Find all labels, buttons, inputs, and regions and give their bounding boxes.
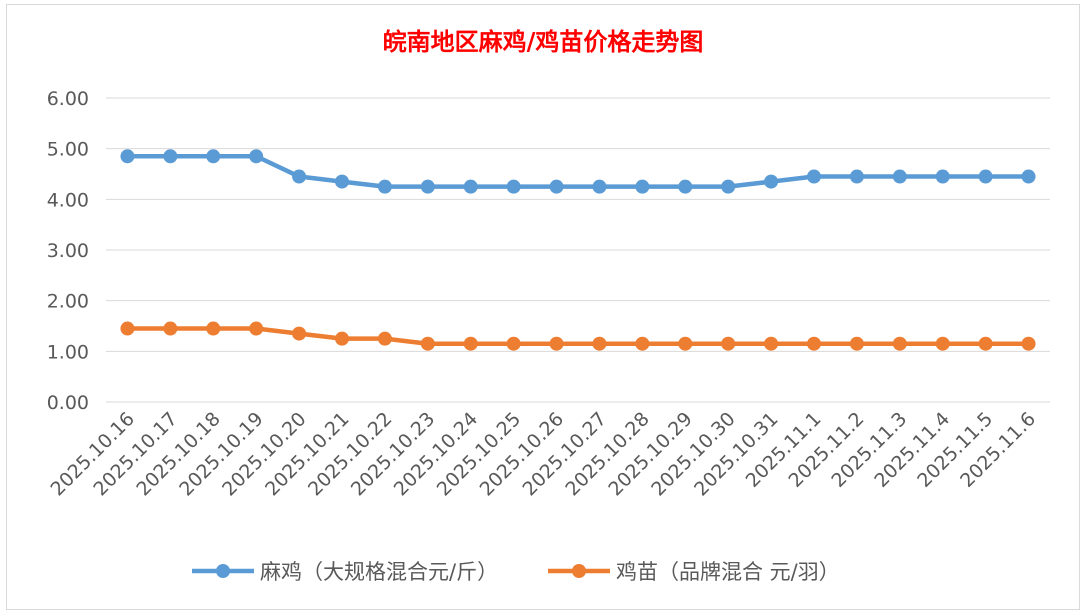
- data-point: [335, 331, 349, 346]
- data-point: [764, 174, 779, 189]
- data-point: [335, 174, 349, 189]
- y-tick-label: 6.00: [47, 88, 89, 110]
- data-point: [249, 321, 264, 336]
- data-point: [377, 179, 392, 194]
- y-tick-label: 4.00: [47, 189, 89, 211]
- data-point: [1021, 336, 1036, 351]
- data-point: [678, 336, 693, 351]
- data-point: [506, 336, 521, 351]
- data-point: [592, 179, 607, 194]
- y-tick-label: 1.00: [47, 341, 89, 363]
- series-1: [120, 321, 1036, 351]
- data-point: [377, 331, 392, 346]
- data-point: [978, 169, 993, 184]
- data-point: [163, 149, 178, 164]
- series-lines: [120, 149, 1036, 351]
- y-axis-ticks: 0.00 1.00 2.00 3.00 4.00 5.00 6.00: [47, 88, 89, 414]
- data-point: [635, 179, 650, 194]
- data-point: [292, 169, 307, 184]
- grid-lines: [106, 97, 1050, 403]
- data-point: [935, 336, 950, 351]
- data-point: [420, 179, 435, 194]
- data-point: [463, 336, 478, 351]
- y-tick-label: 0.00: [47, 392, 89, 414]
- data-point: [163, 321, 178, 336]
- legend: 麻鸡（大规格混合元/斤） 鸡苗（品牌混合 元/羽）: [192, 560, 840, 584]
- y-tick-label: 5.00: [47, 139, 89, 161]
- data-point: [892, 169, 907, 184]
- legend-label: 麻鸡（大规格混合元/斤）: [260, 560, 498, 584]
- legend-item-0: 麻鸡（大规格混合元/斤）: [192, 560, 498, 584]
- data-point: [764, 336, 779, 351]
- data-point: [678, 179, 693, 194]
- data-point: [892, 336, 907, 351]
- x-axis-ticks: 2025.10.162025.10.172025.10.182025.10.19…: [47, 408, 1041, 500]
- data-point: [206, 149, 221, 164]
- data-point: [120, 149, 135, 164]
- data-point: [292, 326, 307, 341]
- y-tick-label: 3.00: [47, 240, 89, 262]
- data-point: [807, 336, 821, 351]
- series-line: [125, 154, 1031, 189]
- data-point: [206, 321, 221, 336]
- legend-marker: [572, 564, 586, 578]
- data-point: [549, 179, 564, 194]
- data-point: [935, 169, 950, 184]
- data-point: [506, 179, 521, 194]
- chart-area: [6, 4, 1080, 610]
- series-0: [120, 149, 1036, 194]
- data-point: [635, 336, 650, 351]
- data-point: [978, 336, 993, 351]
- data-point: [249, 149, 264, 164]
- data-point: [721, 179, 736, 194]
- data-point: [807, 169, 821, 184]
- data-point: [592, 336, 607, 351]
- data-point: [420, 336, 435, 351]
- legend-label: 鸡苗（品牌混合 元/羽）: [616, 560, 840, 584]
- data-point: [1021, 169, 1036, 184]
- data-point: [849, 336, 864, 351]
- data-point: [721, 336, 736, 351]
- data-point: [120, 321, 135, 336]
- legend-marker: [216, 564, 230, 578]
- data-point: [463, 179, 478, 194]
- y-tick-label: 2.00: [47, 291, 89, 313]
- data-point: [549, 336, 564, 351]
- legend-item-1: 鸡苗（品牌混合 元/羽）: [548, 560, 840, 584]
- series-line: [125, 326, 1031, 346]
- chart-title: 皖南地区麻鸡/鸡苗价格走势图: [382, 27, 704, 56]
- data-point: [849, 169, 864, 184]
